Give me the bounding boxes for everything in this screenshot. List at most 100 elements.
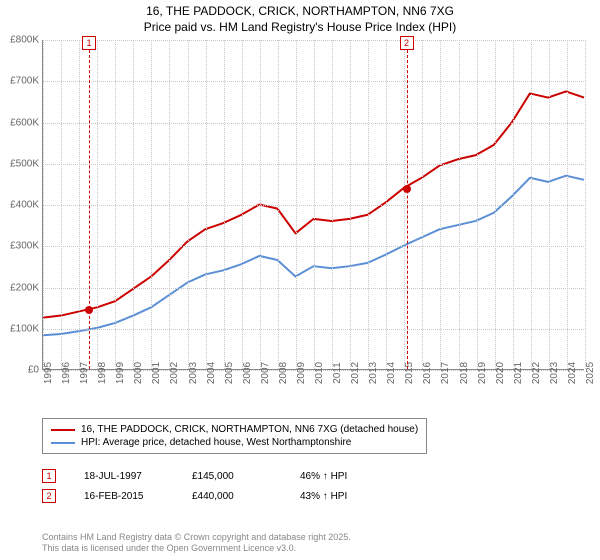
marker-badge: 2	[42, 489, 56, 503]
gridline-vertical	[43, 40, 44, 369]
gridline-vertical	[314, 40, 315, 369]
marker-price: £440,000	[192, 491, 272, 502]
x-axis-label: 2004	[206, 362, 217, 384]
marker-table-row: 2 16-FEB-2015 £440,000 43% ↑ HPI	[42, 486, 380, 506]
footer-line-2: This data is licensed under the Open Gov…	[42, 543, 351, 554]
legend-label: 16, THE PADDOCK, CRICK, NORTHAMPTON, NN6…	[81, 424, 418, 435]
x-axis-label: 2005	[224, 362, 235, 384]
marker-price: £145,000	[192, 471, 272, 482]
gridline-vertical	[260, 40, 261, 369]
gridline-vertical	[151, 40, 152, 369]
marker-box: 2	[400, 36, 414, 50]
marker-dot	[85, 306, 93, 314]
gridline-vertical	[169, 40, 170, 369]
gridline-vertical	[97, 40, 98, 369]
gridline-vertical	[495, 40, 496, 369]
y-axis-label: £500K	[10, 158, 39, 169]
y-axis-label: £700K	[10, 76, 39, 87]
x-axis-label: 2009	[296, 362, 307, 384]
x-axis-label: 2003	[188, 362, 199, 384]
marker-box: 1	[82, 36, 96, 50]
x-axis-label: 2018	[459, 362, 470, 384]
x-axis-label: 2000	[133, 362, 144, 384]
gridline-vertical	[386, 40, 387, 369]
gridline-vertical	[206, 40, 207, 369]
x-axis-label: 2006	[242, 362, 253, 384]
title-line-2: Price paid vs. HM Land Registry's House …	[0, 20, 600, 36]
legend-item: HPI: Average price, detached house, West…	[51, 436, 418, 449]
legend-swatch	[51, 429, 75, 431]
y-axis-label: £200K	[10, 282, 39, 293]
x-axis-label: 2024	[567, 362, 578, 384]
gridline-vertical	[350, 40, 351, 369]
gridline-vertical	[440, 40, 441, 369]
gridline-vertical	[79, 40, 80, 369]
marker-table: 1 18-JUL-1997 £145,000 46% ↑ HPI 2 16-FE…	[42, 466, 380, 506]
footer-line-1: Contains HM Land Registry data © Crown c…	[42, 532, 351, 543]
gridline-vertical	[422, 40, 423, 369]
x-axis-label: 2025	[585, 362, 596, 384]
legend: 16, THE PADDOCK, CRICK, NORTHAMPTON, NN6…	[42, 418, 427, 454]
gridline-vertical	[368, 40, 369, 369]
gridline-vertical	[459, 40, 460, 369]
gridline-vertical	[549, 40, 550, 369]
x-axis-label: 2010	[314, 362, 325, 384]
title-line-1: 16, THE PADDOCK, CRICK, NORTHAMPTON, NN6…	[0, 4, 600, 20]
marker-date: 16-FEB-2015	[84, 491, 164, 502]
x-axis-label: 2007	[260, 362, 271, 384]
y-axis-label: £0	[28, 365, 39, 376]
marker-table-row: 1 18-JUL-1997 £145,000 46% ↑ HPI	[42, 466, 380, 486]
x-axis-label: 2011	[332, 362, 343, 384]
legend-label: HPI: Average price, detached house, West…	[81, 437, 351, 448]
x-axis-label: 2016	[422, 362, 433, 384]
marker-line	[89, 40, 90, 369]
y-axis-label: £100K	[10, 323, 39, 334]
gridline-vertical	[61, 40, 62, 369]
gridline-vertical	[278, 40, 279, 369]
gridline-vertical	[585, 40, 586, 369]
x-axis-label: 2013	[368, 362, 379, 384]
marker-date: 18-JUL-1997	[84, 471, 164, 482]
marker-badge: 1	[42, 469, 56, 483]
gridline-vertical	[332, 40, 333, 369]
chart-plot-area: £0£100K£200K£300K£400K£500K£600K£700K£80…	[42, 40, 584, 370]
y-axis-label: £800K	[10, 35, 39, 46]
gridline-vertical	[242, 40, 243, 369]
x-axis-label: 2020	[495, 362, 506, 384]
marker-delta: 46% ↑ HPI	[300, 471, 380, 482]
y-axis-label: £400K	[10, 200, 39, 211]
x-axis-label: 1999	[115, 362, 126, 384]
gridline-vertical	[477, 40, 478, 369]
legend-item: 16, THE PADDOCK, CRICK, NORTHAMPTON, NN6…	[51, 423, 418, 436]
x-axis-label: 2021	[513, 362, 524, 384]
footer-attribution: Contains HM Land Registry data © Crown c…	[42, 532, 351, 554]
x-axis-label: 2014	[386, 362, 397, 384]
marker-dot	[403, 185, 411, 193]
x-axis-label: 2002	[169, 362, 180, 384]
gridline-vertical	[224, 40, 225, 369]
gridline-vertical	[567, 40, 568, 369]
y-axis-label: £600K	[10, 117, 39, 128]
chart-title: 16, THE PADDOCK, CRICK, NORTHAMPTON, NN6…	[0, 0, 600, 37]
x-axis-label: 2017	[440, 362, 451, 384]
gridline-vertical	[115, 40, 116, 369]
x-axis-label: 2023	[549, 362, 560, 384]
x-axis-label: 2001	[151, 362, 162, 384]
legend-swatch	[51, 442, 75, 444]
x-axis-label: 1998	[97, 362, 108, 384]
gridline-vertical	[133, 40, 134, 369]
x-axis-label: 1996	[61, 362, 72, 384]
y-axis-label: £300K	[10, 241, 39, 252]
gridline-vertical	[513, 40, 514, 369]
gridline-vertical	[296, 40, 297, 369]
x-axis-label: 2019	[477, 362, 488, 384]
gridline-vertical	[404, 40, 405, 369]
x-axis-label: 2008	[278, 362, 289, 384]
marker-line	[407, 40, 408, 369]
gridline-vertical	[531, 40, 532, 369]
marker-delta: 43% ↑ HPI	[300, 491, 380, 502]
x-axis-label: 2022	[531, 362, 542, 384]
x-axis-label: 2012	[350, 362, 361, 384]
x-axis-label: 1995	[43, 362, 54, 384]
gridline-vertical	[188, 40, 189, 369]
